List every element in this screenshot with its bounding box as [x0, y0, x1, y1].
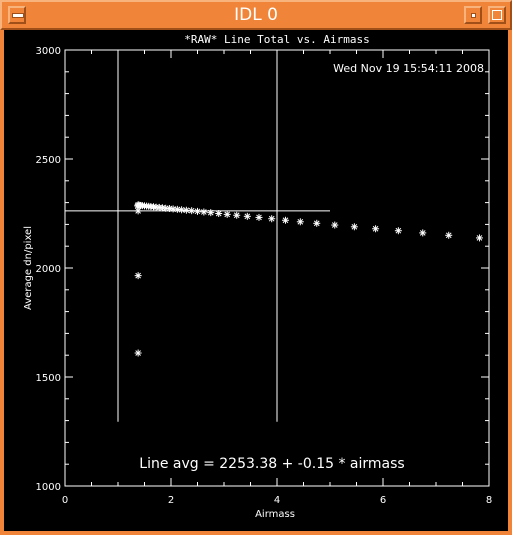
- data-point: [445, 231, 453, 239]
- minimize-icon[interactable]: [464, 6, 482, 24]
- data-point: [188, 207, 196, 215]
- data-point: [134, 272, 142, 280]
- data-point: [281, 216, 289, 224]
- x-tick-label: 8: [486, 495, 492, 506]
- data-point: [207, 209, 215, 217]
- timestamp-label: Wed Nov 19 15:54:11 2008: [333, 62, 484, 75]
- window-title: IDL 0: [234, 5, 278, 25]
- x-tick-label: 0: [62, 495, 68, 506]
- data-point: [215, 210, 223, 217]
- y-axis-label: Average dn/pixel: [23, 226, 34, 310]
- y-tick-label: 3000: [36, 46, 61, 57]
- x-axis-label: Airmass: [255, 509, 295, 520]
- maximize-icon[interactable]: [488, 6, 506, 24]
- fit-equation-label: Line avg = 2253.38 + -0.15 * airmass: [139, 456, 404, 472]
- y-tick-label: 1500: [36, 373, 61, 384]
- y-tick-label: 2500: [36, 155, 61, 166]
- data-point: [268, 215, 276, 223]
- data-point: [331, 221, 339, 229]
- data-point: [372, 225, 380, 233]
- data-point: [296, 218, 304, 226]
- data-point: [243, 212, 251, 220]
- x-tick-label: 6: [380, 495, 386, 506]
- y-tick-label: 1000: [36, 482, 61, 493]
- data-point: [255, 213, 263, 221]
- window-menu-icon[interactable]: [8, 6, 26, 24]
- data-point: [313, 219, 321, 227]
- window-titlebar[interactable]: IDL 0: [0, 0, 512, 30]
- data-point: [134, 349, 142, 357]
- data-point: [475, 234, 483, 242]
- data-point: [194, 207, 201, 215]
- x-tick-label: 4: [274, 495, 280, 506]
- data-point: [223, 210, 231, 218]
- x-tick-label: 2: [168, 495, 174, 506]
- window-frame: [0, 30, 512, 535]
- data-point: [350, 223, 358, 231]
- data-point: [419, 229, 427, 237]
- data-point: [200, 208, 208, 216]
- data-point: [394, 227, 402, 235]
- data-point: [134, 207, 142, 215]
- y-tick-label: 2000: [36, 264, 61, 275]
- chart-title: *RAW* Line Total vs. Airmass: [184, 33, 369, 46]
- data-point: [233, 211, 241, 219]
